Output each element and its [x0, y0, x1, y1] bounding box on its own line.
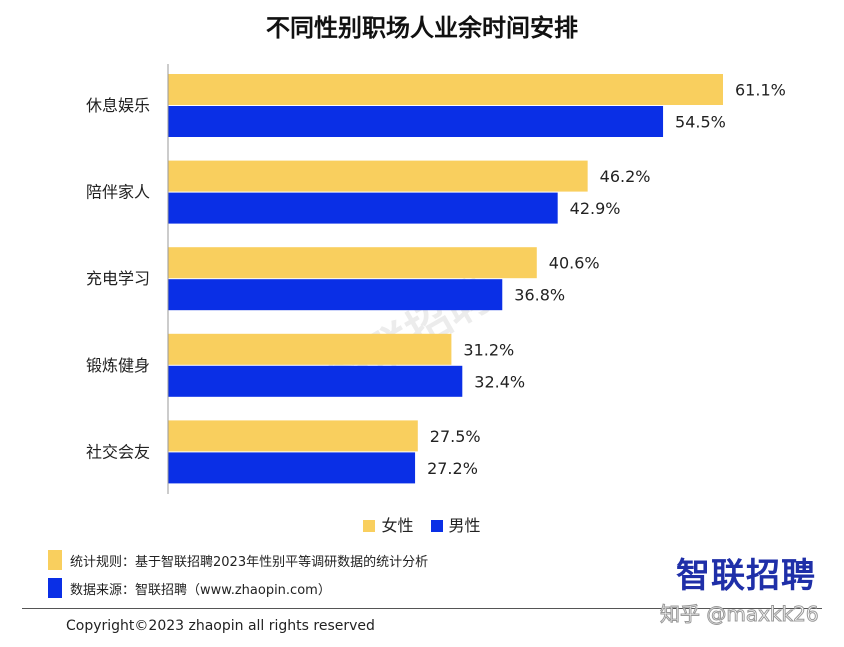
note-rule: 统计规则：基于智联招聘2023年性别平等调研数据的统计分析	[48, 550, 428, 570]
chart-title: 不同性别职场人业余时间安排	[266, 14, 578, 42]
legend-female: 女性	[363, 516, 413, 535]
data-label: 54.5%	[675, 113, 726, 132]
bar-male	[168, 452, 416, 484]
copyright: Copyright©2023 zhaopin all rights reserv…	[66, 618, 375, 634]
divider	[22, 608, 822, 609]
data-label: 27.5%	[430, 427, 481, 446]
note-swatch	[48, 550, 62, 570]
category-label: 陪伴家人	[86, 183, 150, 202]
data-label: 46.2%	[600, 167, 651, 186]
bar-male	[168, 192, 558, 224]
legend-label: 女性	[381, 516, 414, 535]
data-label: 32.4%	[474, 372, 525, 391]
category-label: 休息娱乐	[86, 96, 150, 115]
bar-female	[168, 74, 723, 105]
data-label: 61.1%	[735, 81, 786, 100]
category-label: 社交会友	[86, 442, 150, 461]
bar-male	[168, 279, 503, 311]
data-label: 42.9%	[570, 199, 621, 218]
category-label: 充电学习	[86, 269, 150, 288]
note-swatch	[48, 578, 62, 598]
bar-female	[168, 160, 588, 192]
legend: 女性 男性	[0, 512, 844, 536]
legend-swatch-male	[430, 520, 443, 532]
zhihu-watermark: 知乎 @maxkk26	[660, 602, 820, 627]
data-label: 36.8%	[514, 286, 565, 305]
bar-male	[168, 365, 463, 397]
bar-male	[168, 106, 664, 137]
note-text: 数据来源：智联招聘（www.zhaopin.com）	[70, 582, 331, 598]
note-text: 统计规则：基于智联招聘2023年性别平等调研数据的统计分析	[70, 554, 429, 570]
data-label: 31.2%	[463, 340, 514, 359]
legend-label: 男性	[448, 516, 481, 535]
legend-swatch-female	[363, 520, 376, 532]
data-label: 27.2%	[427, 459, 478, 478]
category-label: 锻炼健身	[86, 356, 150, 375]
bar-female	[168, 333, 452, 365]
zhaopin-logo: 智联招聘	[676, 556, 816, 596]
bar-female	[168, 247, 537, 279]
bar-female	[168, 420, 418, 452]
legend-male: 男性	[430, 516, 481, 535]
note-source: 数据来源：智联招聘（www.zhaopin.com）	[48, 578, 331, 598]
data-label: 40.6%	[549, 254, 600, 273]
